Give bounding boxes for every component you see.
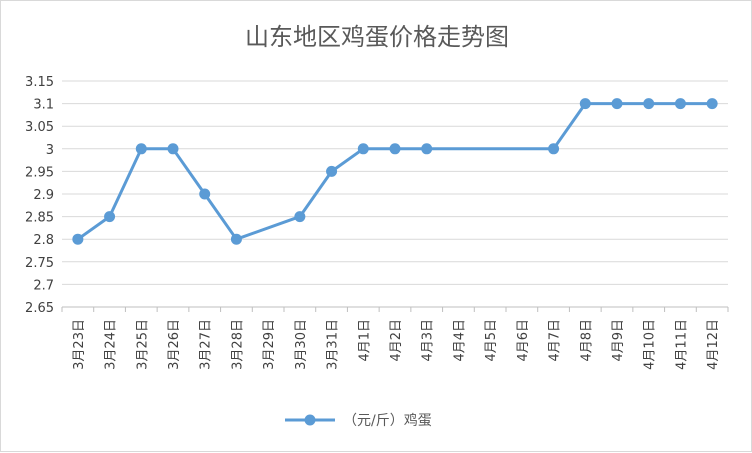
y-tick-label-1: 2.7 (33, 278, 54, 293)
x-tick-label-15: 4月7日 (548, 319, 563, 362)
x-tick-label-3: 3月26日 (167, 319, 182, 370)
legend-point-marker (304, 414, 316, 426)
x-tick-label-5: 3月28日 (230, 319, 245, 370)
gridlines (62, 80, 728, 308)
x-tick-label-12: 4月4日 (452, 319, 467, 362)
x-axis (61, 306, 729, 312)
data-point-11 (421, 143, 433, 155)
data-point-2 (135, 143, 147, 155)
y-tick-label-4: 2.85 (25, 211, 54, 226)
data-point-8 (326, 165, 338, 177)
data-point-15 (548, 143, 560, 155)
y-tick-label-2: 2.75 (25, 256, 54, 271)
y-tick-label-8: 3.05 (25, 120, 54, 135)
y-tick-label-5: 2.9 (33, 188, 54, 203)
data-point-10 (389, 143, 401, 155)
x-tick-label-18: 4月10日 (643, 319, 658, 370)
legend: （元/斤）鸡蛋 (285, 412, 432, 429)
x-tick-label-7: 3月30日 (294, 319, 309, 370)
data-point-0 (72, 233, 84, 245)
x-tick-label-13: 4月5日 (484, 319, 499, 362)
y-tick-label-9: 3.1 (33, 98, 54, 113)
y-tick-label-3: 2.8 (33, 233, 54, 248)
x-tick-label-16: 4月8日 (579, 319, 594, 362)
y-tick-label-10: 3.15 (25, 75, 54, 90)
y-tick-label-0: 2.65 (25, 301, 54, 316)
y-axis-ticks: 2.65 2.7 2.75 2.8 2.85 2.9 2.95 3 3.05 3.1 3.15 (25, 75, 54, 316)
x-tick-label-6: 3月29日 (262, 319, 277, 370)
x-tick-label-0: 3月23日 (72, 319, 87, 370)
data-point-17 (611, 98, 623, 110)
data-point-3 (167, 143, 179, 155)
data-point-18 (643, 98, 655, 110)
y-tick-label-7: 3 (46, 143, 54, 158)
data-point-16 (579, 98, 591, 110)
data-point-4 (199, 188, 211, 200)
y-tick-label-6: 2.95 (25, 165, 54, 180)
x-tick-label-8: 3月31日 (326, 319, 341, 370)
data-point-5 (230, 233, 242, 245)
x-tick-label-20: 4月12日 (706, 319, 721, 370)
x-axis-ticks: 3月23日 3月24日 3月25日 3月26日 3月27日 3月28日 3月29日 3月30日… (72, 319, 721, 370)
data-point-1 (104, 211, 116, 223)
legend-label-eggs: （元/斤）鸡蛋 (343, 412, 432, 429)
x-tick-label-2: 3月25日 (135, 319, 150, 370)
x-tick-label-14: 4月6日 (516, 319, 531, 362)
data-point-19 (674, 98, 686, 110)
data-point-9 (357, 143, 369, 155)
data-point-20 (706, 98, 718, 110)
x-tick-label-19: 4月11日 (674, 319, 689, 370)
x-tick-label-17: 4月9日 (611, 319, 626, 362)
data-point-7 (294, 211, 306, 223)
x-tick-label-1: 3月24日 (104, 319, 119, 370)
x-tick-label-4: 3月27日 (199, 319, 214, 370)
series-eggs (72, 98, 718, 245)
x-tick-label-9: 4月1日 (357, 319, 372, 362)
x-tick-label-11: 4月3日 (421, 319, 436, 362)
x-tick-label-10: 4月2日 (389, 319, 404, 362)
chart-title: 山东地区鸡蛋价格走势图 (245, 23, 509, 51)
